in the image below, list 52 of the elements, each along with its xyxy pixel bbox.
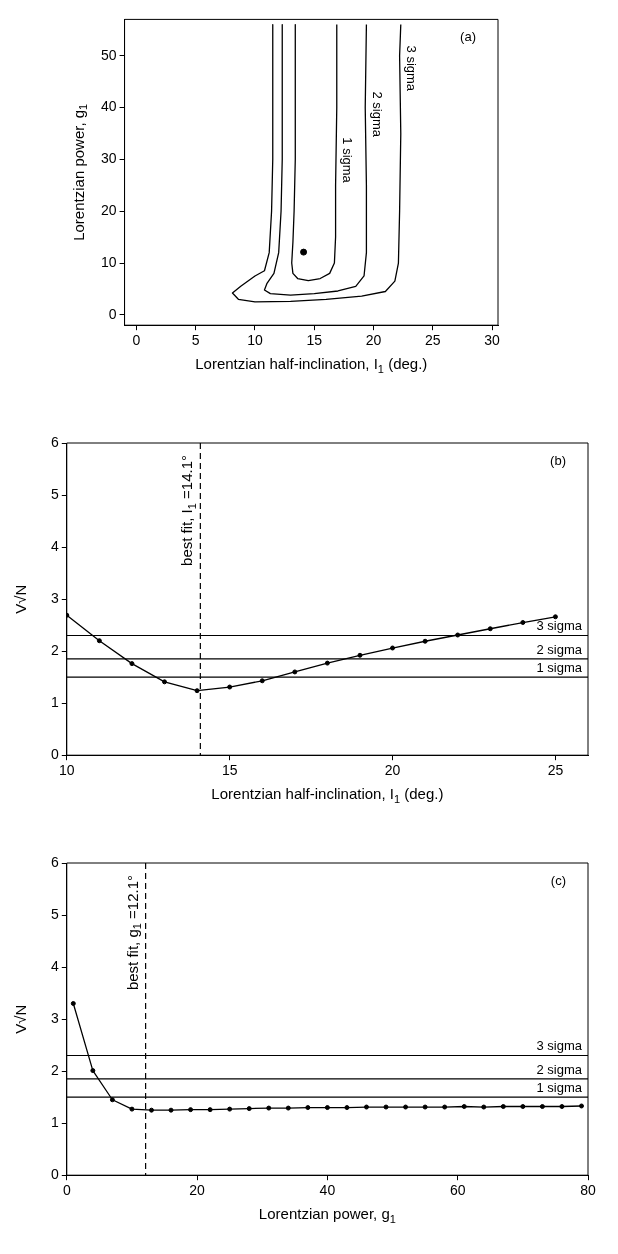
y-tick-label: 6 [50, 853, 59, 870]
x-tick-label: 40 [319, 1182, 336, 1199]
y-tick-label: 3 [50, 1009, 59, 1026]
annotation: (a) [460, 28, 476, 44]
x-tick-label: 60 [449, 1182, 466, 1199]
y-tick-label: 20 [100, 202, 117, 219]
y-tick-label: 10 [100, 253, 117, 270]
annotation: (c) [550, 872, 567, 888]
x-tick-label: 20 [365, 332, 382, 349]
y-tick-label: 3 [50, 589, 59, 606]
text: 1 sigma [340, 137, 356, 184]
x-tick-label: 20 [384, 762, 401, 779]
text: 3 sigma [404, 45, 420, 92]
x-tick-label: 20 [189, 1182, 206, 1199]
y-tick-label: 50 [100, 46, 117, 63]
y-tick-label: 4 [50, 537, 59, 554]
x-tick-label: 15 [221, 762, 238, 779]
ref-line-label: 2 sigma [536, 1061, 583, 1077]
y-tick-label: 30 [100, 150, 117, 167]
y-tick-label: 0 [50, 1166, 59, 1183]
ref-line-label: best fit, g1 =12.1° [123, 875, 144, 991]
x-tick-label: 5 [191, 332, 200, 349]
ref-line-label: 1 sigma [536, 659, 583, 675]
y-axis-title: V√N [11, 584, 29, 614]
x-tick-label: 0 [132, 332, 141, 349]
x-tick-label: 30 [484, 332, 501, 349]
y-tick-label: 0 [50, 746, 59, 763]
y-tick-label: 4 [50, 957, 59, 974]
y-tick-label: 40 [100, 98, 117, 115]
y-tick-label: 2 [50, 1061, 59, 1078]
y-tick-label: 5 [50, 485, 59, 502]
x-tick-label: 0 [62, 1182, 71, 1199]
x-tick-label: 80 [580, 1182, 596, 1199]
ref-line-label: 2 sigma [536, 641, 583, 657]
y-axis-title: Lorentzian power, g1 [69, 103, 90, 241]
y-tick-label: 5 [50, 905, 59, 922]
ref-line-label: 3 sigma [536, 618, 583, 634]
x-tick-label: 25 [547, 762, 564, 779]
annotation: (b) [550, 452, 566, 468]
x-tick-label: 10 [247, 332, 263, 349]
y-axis-title: V√N [11, 1004, 29, 1034]
y-tick-label: 1 [50, 694, 59, 711]
ref-line-label: best fit, I1 =14.1° [178, 455, 198, 566]
x-tick-label: 25 [425, 332, 441, 349]
y-tick-label: 0 [108, 305, 117, 322]
x-tick-label: 15 [306, 332, 323, 349]
ref-line-label: 1 sigma [536, 1079, 583, 1095]
y-tick-label: 6 [50, 433, 59, 450]
y-tick-label: 1 [50, 1114, 59, 1131]
ref-line-label: 3 sigma [536, 1038, 583, 1054]
y-tick-label: 2 [50, 641, 59, 658]
text: 2 sigma [369, 91, 385, 138]
